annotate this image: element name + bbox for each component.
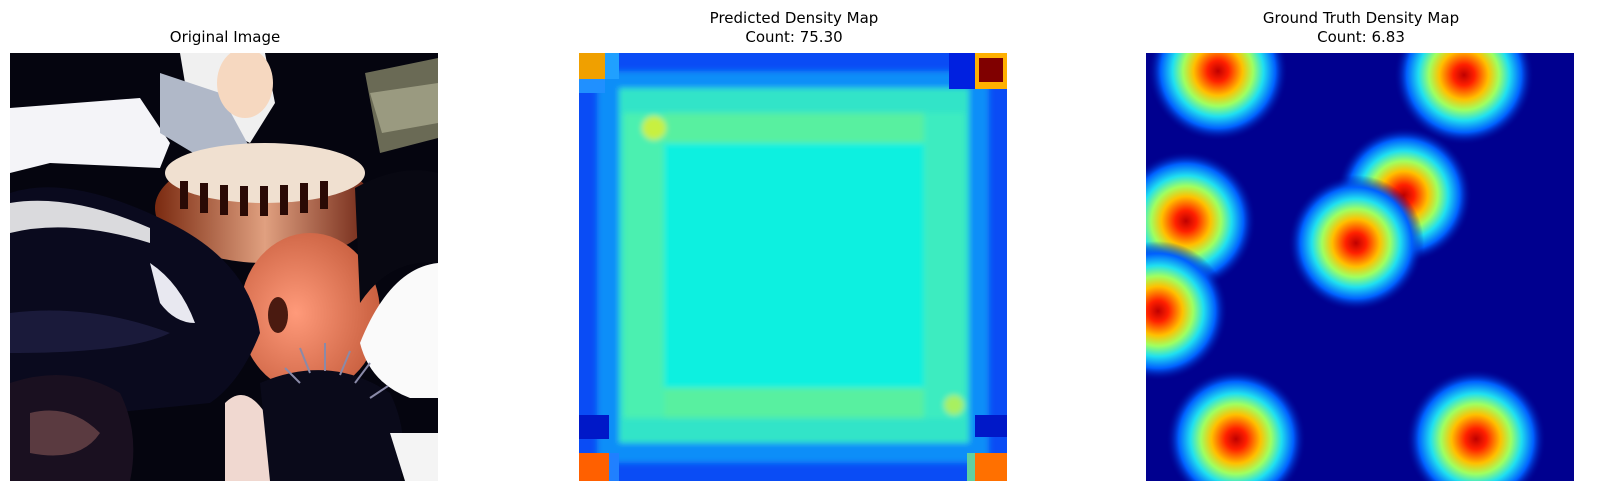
ground-truth-density-map: [1146, 53, 1574, 481]
predicted-density-title: Predicted Density Map: [709, 9, 879, 27]
predicted-density-panel: Predicted Density Map Count: 75.30: [579, 0, 1009, 490]
original-image-panel: Original Image: [10, 0, 440, 490]
predicted-count-label: Count: 75.30: [745, 28, 843, 46]
crowd-photo-icon: [10, 53, 438, 481]
ground-truth-count-label: Count: 6.83: [1317, 28, 1405, 46]
ground-truth-density-panel: Ground Truth Density Map Count: 6.83: [1146, 0, 1576, 490]
ground-truth-heatmap-icon: [1146, 53, 1574, 481]
predicted-density-map: [579, 53, 1007, 481]
original-image-title: Original Image: [169, 28, 281, 46]
predicted-heatmap-icon: [579, 53, 1007, 481]
ground-truth-density-title: Ground Truth Density Map: [1262, 9, 1460, 27]
original-image: [10, 53, 438, 481]
